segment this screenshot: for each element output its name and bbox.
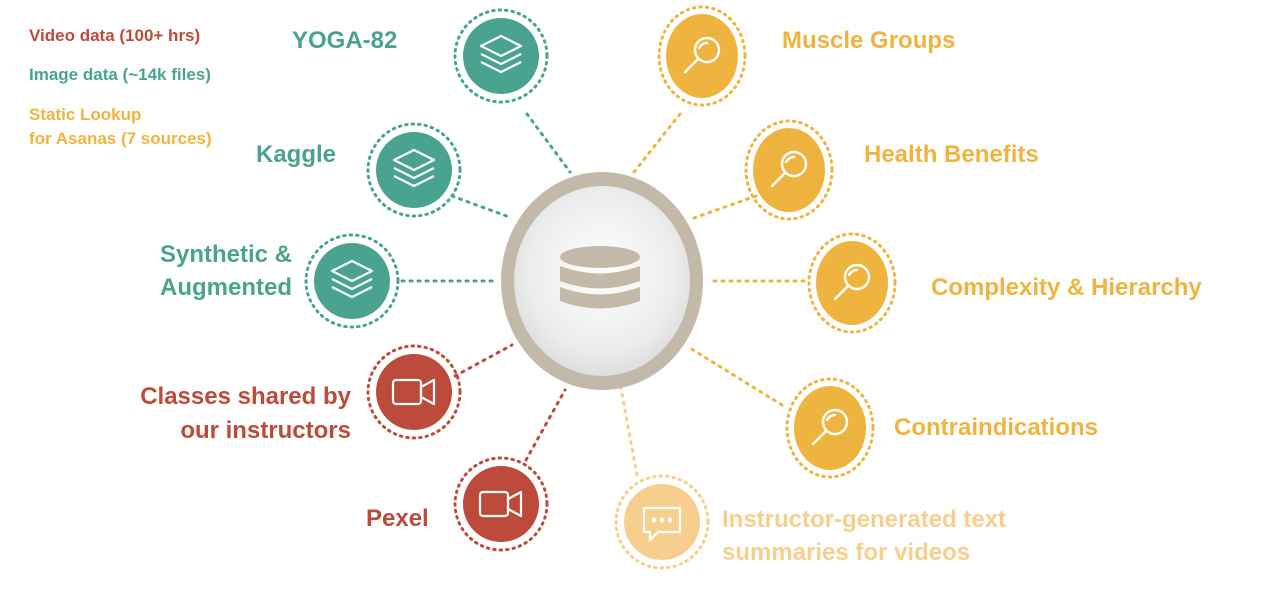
label-synthetic-augmented: Synthetic & Augmented <box>159 241 292 301</box>
magnifier-icon <box>683 36 721 74</box>
connector-kaggle <box>450 194 514 220</box>
chat-bubble-icon <box>642 506 682 542</box>
label-kaggle: Kaggle <box>256 141 337 168</box>
node-pexel <box>453 456 549 552</box>
connector-health-benefits <box>692 194 758 220</box>
node-health-benefits <box>744 119 834 221</box>
connector-yoga82 <box>525 112 572 174</box>
connector-muscle-groups <box>632 112 682 174</box>
legend-video-data: Video data (100+ hrs) <box>29 26 201 45</box>
label-pexel: Pexel <box>366 505 429 532</box>
node-complexity-hierarchy <box>807 232 897 334</box>
label-health-benefits: Health Benefits <box>864 141 1039 168</box>
central-database-node <box>501 172 703 390</box>
database-icon <box>560 246 640 309</box>
legend-static-lookup: Static Lookup for Asanas (7 sources) <box>29 105 212 148</box>
label-contraindications: Contraindications <box>894 414 1099 441</box>
legend-image-data: Image data (~14k files) <box>29 65 211 84</box>
layers-icon <box>330 259 374 299</box>
node-yoga82 <box>453 8 549 104</box>
layers-icon <box>479 34 523 74</box>
node-instructor-summaries <box>614 474 710 570</box>
node-muscle-groups <box>657 5 747 107</box>
label-yoga82: YOGA-82 <box>292 27 398 54</box>
connector-contraindications <box>688 346 784 407</box>
node-classes-shared <box>366 344 462 440</box>
connector-classes <box>453 343 514 378</box>
magnifier-icon <box>833 263 871 301</box>
node-contraindications <box>785 377 875 479</box>
label-complexity-hierarchy: Complexity & Hierarchy <box>931 274 1202 301</box>
node-synthetic-augmented <box>304 233 400 329</box>
label-muscle-groups: Muscle Groups <box>782 27 956 54</box>
video-camera-icon <box>478 490 523 518</box>
connector-summaries <box>616 370 639 477</box>
label-instructor-summaries: Instructor-generated text summaries for … <box>722 506 1007 566</box>
layers-icon <box>392 148 436 188</box>
video-camera-icon <box>391 378 436 406</box>
label-classes-shared: Classes shared by our instructors <box>140 383 351 444</box>
magnifier-icon <box>811 408 849 446</box>
node-kaggle <box>366 122 462 218</box>
connector-pexel <box>524 388 567 462</box>
magnifier-icon <box>770 150 808 188</box>
